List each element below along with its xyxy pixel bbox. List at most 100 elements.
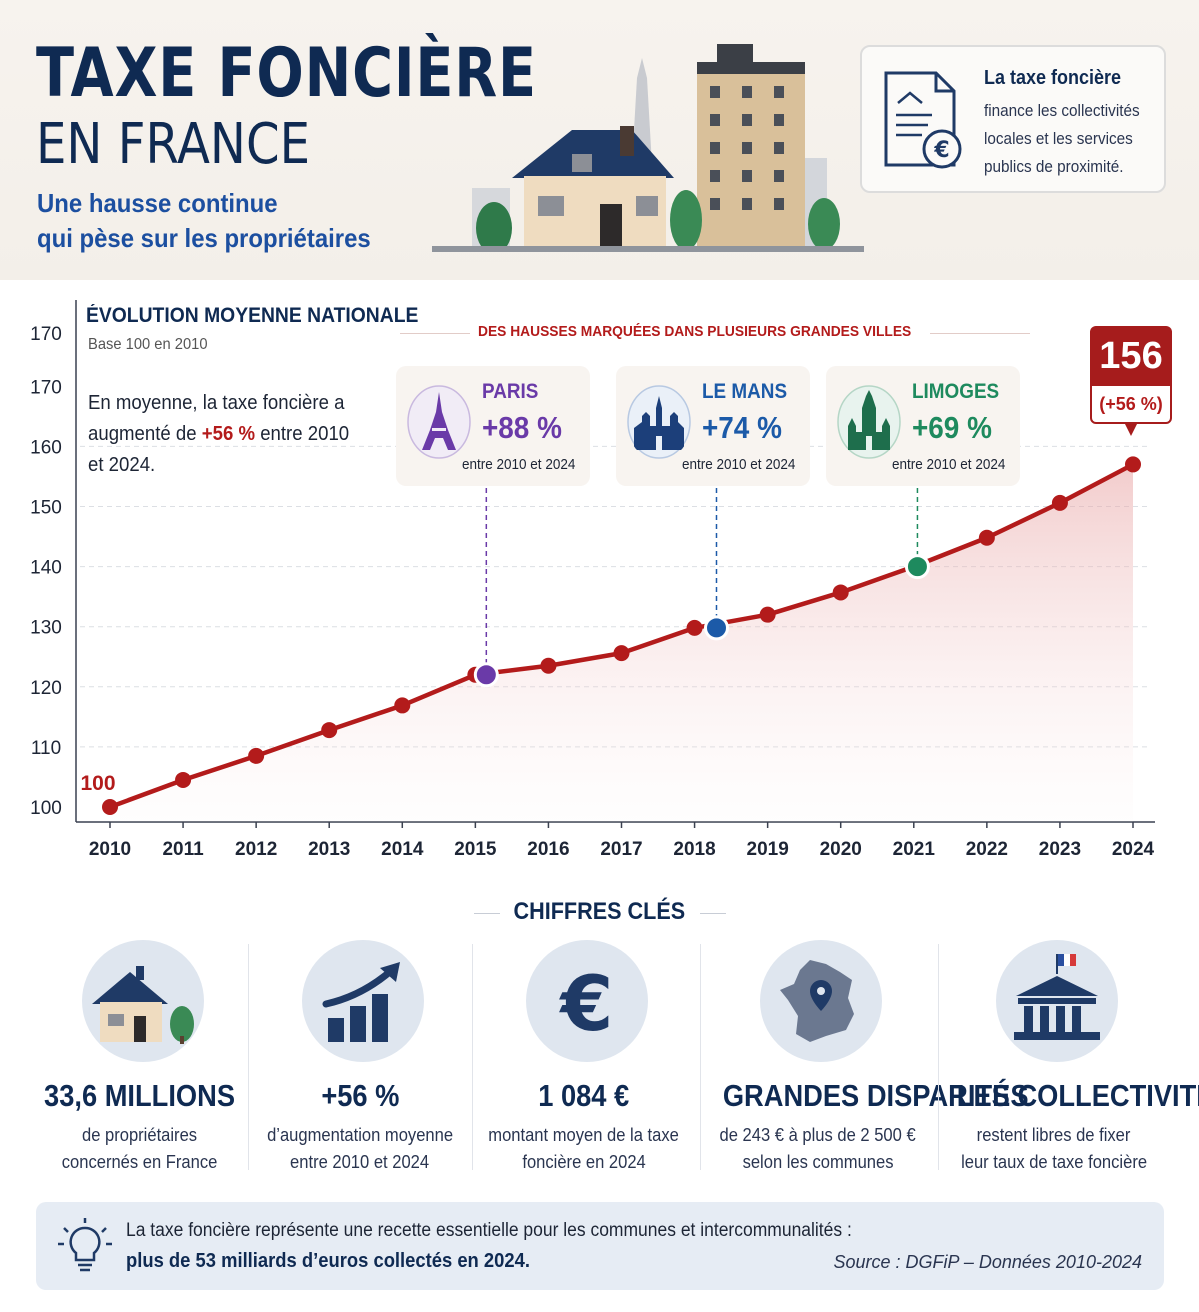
x-tick-label: 2022	[966, 839, 1008, 860]
end-value: 156	[1090, 326, 1172, 386]
divider	[930, 333, 1030, 334]
description-line: concernés en France	[62, 1152, 218, 1172]
data-point	[686, 619, 703, 636]
info-box-text: finance les collectivités locales et les…	[984, 101, 1140, 176]
x-tick-label: 2013	[308, 839, 350, 860]
town-hall-icon	[1014, 954, 1100, 1040]
x-tick-label: 2024	[1112, 839, 1155, 860]
y-tick-label: 150	[30, 498, 62, 519]
city-percent: +74 %	[702, 410, 782, 445]
x-tick-label: 2012	[235, 839, 277, 860]
key-figure-value-text: 33,6 MILLIONS	[44, 1078, 236, 1113]
house-icon	[92, 966, 194, 1044]
key-figure-description: d’augmentation moyenne entre 2010 et 202…	[244, 1122, 476, 1176]
key-figure-value-text: +56 %	[320, 1078, 400, 1113]
highlight-point	[703, 615, 729, 641]
divider	[700, 913, 726, 914]
highlight-point	[473, 662, 499, 688]
divider	[400, 333, 470, 334]
key-figure-value: +56 %	[244, 1078, 476, 1114]
y-tick-label: 130	[30, 618, 62, 639]
city-percent: +69 %	[912, 410, 992, 445]
description-line: foncière en 2024	[522, 1152, 646, 1172]
data-point	[175, 771, 192, 788]
key-figure-disparities: GRANDES DISPARITÉS de 243 € à plus de 2 …	[702, 936, 1029, 1186]
area-fill	[110, 464, 1133, 822]
data-point	[759, 606, 776, 623]
x-tick-label: 2016	[527, 839, 569, 860]
data-point	[540, 657, 557, 674]
cathedral-icon	[627, 385, 691, 459]
icon-circle	[82, 940, 204, 1062]
key-figure-average: € 1 084 € montant moyen de la taxe fonci…	[468, 936, 700, 1186]
y-tick-label: 110	[31, 738, 61, 759]
key-figure-authorities: LES COLLECTIVITÉS restent libres de fixe…	[938, 936, 1199, 1186]
key-figure-value: 1 084 €	[468, 1078, 700, 1114]
key-figure-value-text: LES COLLECTIVITÉS	[956, 1078, 1199, 1113]
city-card-le-mans: LE MANS +74 % entre 2010 et 2024	[616, 366, 810, 486]
city-card-paris: PARIS +88 % entre 2010 et 2024	[396, 366, 590, 486]
lightbulb-icon	[58, 1218, 112, 1272]
x-tick-label: 2010	[89, 839, 131, 860]
chart-note-text1: En moyenne, la taxe foncière a augmenté …	[88, 392, 345, 445]
icon-circle	[760, 940, 882, 1062]
city-card-limoges: LIMOGES +69 % entre 2010 et 2024	[826, 366, 1020, 486]
houses-illustration	[432, 44, 864, 252]
key-figure-value-text: 1 084 €	[538, 1078, 630, 1113]
key-figures-heading: CHIFFRES CLÉS	[0, 898, 1199, 926]
city-period: entre 2010 et 2024	[682, 456, 796, 473]
data-point	[102, 799, 118, 815]
data-point	[978, 529, 995, 546]
column-divider	[700, 944, 701, 1170]
page-subtitle: Une hausse continue qui pèse sur les pro…	[37, 186, 371, 256]
x-tick-label: 2017	[600, 839, 642, 860]
key-figure-owners: 33,6 MILLIONS de propriétaires concernés…	[24, 936, 256, 1186]
y-tick-label: 120	[30, 678, 62, 699]
description-line: d’augmentation moyenne	[267, 1125, 453, 1145]
y-tick-label: 170	[30, 324, 62, 345]
svg-text:€: €	[933, 138, 949, 163]
highlight-point	[904, 554, 930, 580]
description-line: de propriétaires	[82, 1125, 198, 1145]
data-point	[1051, 494, 1068, 511]
key-figure-value: LES COLLECTIVITÉS	[938, 1078, 1199, 1114]
city-percent: +88 %	[482, 410, 562, 445]
badge-pointer	[1124, 422, 1138, 436]
cities-heading: DES HAUSSES MARQUÉES DANS PLUSIEURS GRAN…	[478, 323, 912, 340]
data-point	[613, 645, 630, 662]
city-period: entre 2010 et 2024	[462, 456, 576, 473]
description-line: entre 2010 et 2024	[290, 1152, 430, 1172]
x-tick-label: 2021	[893, 839, 936, 860]
divider	[474, 913, 500, 914]
city-period: entre 2010 et 2024	[892, 456, 1006, 473]
y-tick-label: 170	[30, 377, 62, 398]
info-box: € La taxe foncière finance les collectiv…	[860, 45, 1166, 193]
y-tick-label: 140	[30, 558, 62, 579]
document-euro-icon: €	[884, 71, 962, 169]
key-figure-description: restent libres de fixer leur taux de tax…	[938, 1122, 1170, 1176]
page-title: TAXE FONCIÈRE	[36, 34, 537, 113]
data-point	[394, 697, 411, 714]
x-tick-label: 2023	[1039, 839, 1081, 860]
data-point	[321, 722, 338, 739]
subtitle-line1: Une hausse continue	[37, 188, 278, 218]
city-name: PARIS	[482, 380, 539, 403]
key-figure-description: de 243 € à plus de 2 500 € selon les com…	[702, 1122, 934, 1176]
page-title-line2: EN FRANCE	[36, 112, 311, 177]
euro-icon: €	[559, 959, 614, 1048]
city-name: LIMOGES	[912, 380, 1000, 403]
city-name: LE MANS	[702, 380, 788, 403]
chart-title: ÉVOLUTION MOYENNE NATIONALE	[86, 304, 419, 327]
column-divider	[938, 944, 939, 1170]
description-line: leur taux de taxe foncière	[961, 1152, 1147, 1172]
start-value-label: 100	[80, 772, 115, 795]
x-tick-label: 2011	[162, 839, 204, 860]
info-box-title: La taxe foncière	[984, 67, 1122, 89]
x-tick-label: 2019	[747, 839, 789, 860]
footer-highlight: plus de 53 milliards d’euros collectés e…	[126, 1250, 530, 1272]
key-figure-value-text: GRANDES DISPARITÉS	[722, 1078, 1029, 1113]
end-value-badge: 156 (+56 %)	[1090, 326, 1172, 436]
growth-chart-icon	[322, 962, 400, 1042]
key-figure-description: montant moyen de la taxe foncière en 202…	[468, 1122, 700, 1176]
source-note: Source : DGFiP – Données 2010-2024	[833, 1252, 1142, 1272]
